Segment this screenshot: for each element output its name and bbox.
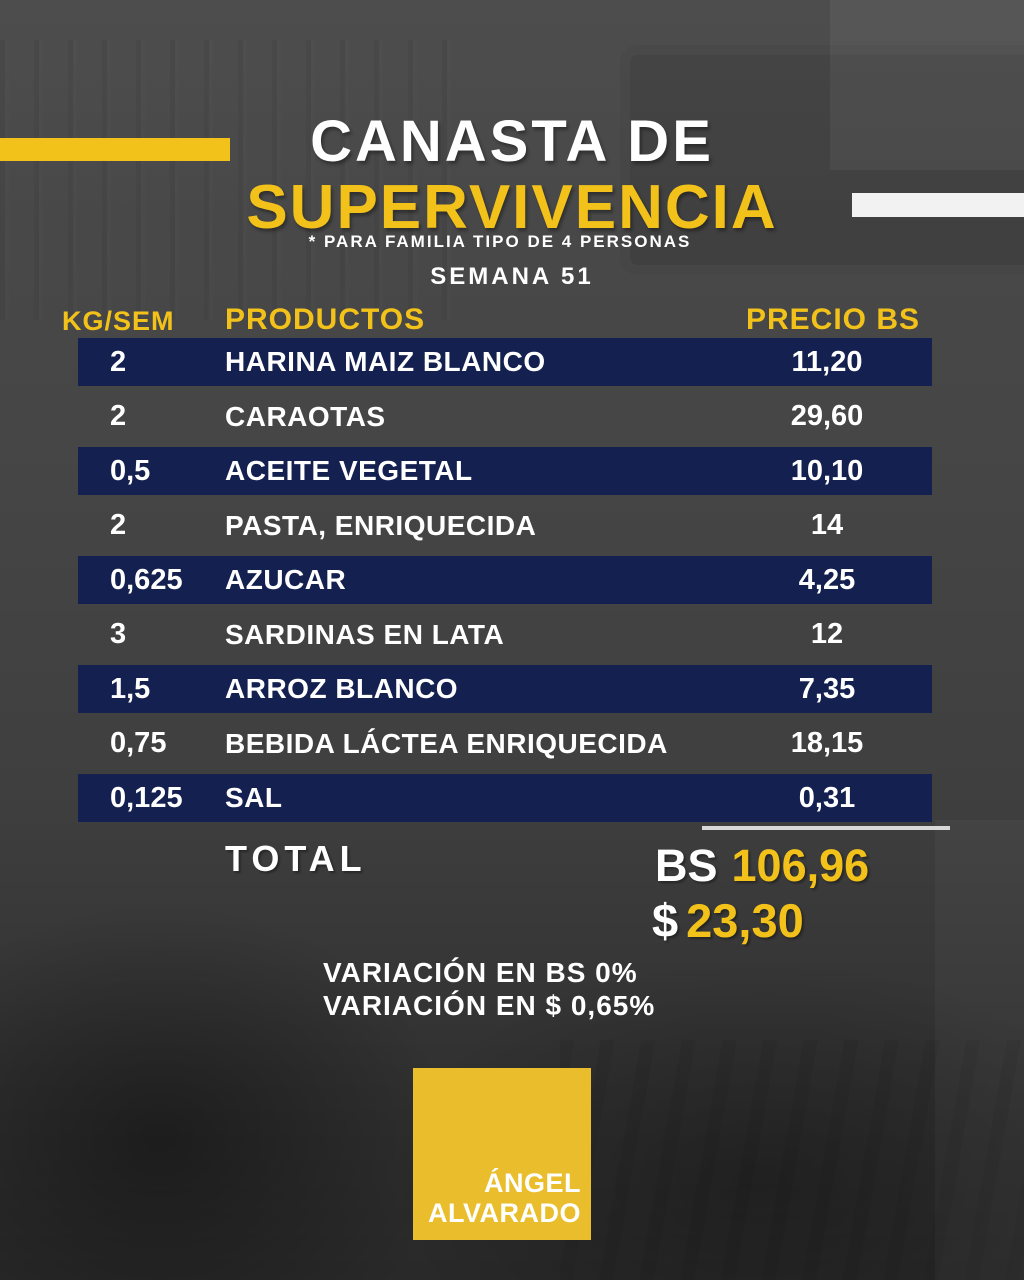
table-row: 3 SARDINAS EN LATA 12 bbox=[78, 611, 932, 659]
cell-qty: 2 bbox=[110, 345, 127, 378]
week-label: SEMANA 51 bbox=[430, 263, 594, 290]
cell-product: CARAOTAS bbox=[225, 400, 386, 432]
total-usd: $23,30 bbox=[652, 893, 804, 948]
cell-product: ARROZ BLANCO bbox=[225, 673, 459, 704]
cell-price: 18,15 bbox=[790, 727, 864, 759]
cell-qty: 0,75 bbox=[110, 727, 167, 759]
cell-price: 12 bbox=[810, 618, 844, 650]
background-shelf-texture bbox=[560, 1040, 1024, 1280]
table-row: 2 HARINA MAIZ BLANCO 11,20 bbox=[78, 338, 932, 386]
price-underline bbox=[702, 826, 950, 830]
cell-product: AZUCAR bbox=[225, 564, 347, 595]
column-header-price: PRECIO BS bbox=[745, 303, 921, 336]
column-header-qty: KG/SEM bbox=[62, 306, 175, 336]
cell-price: 7,35 bbox=[798, 672, 856, 705]
cell-price: 11,20 bbox=[791, 345, 863, 378]
page-title-line2: SUPERVIVENCIA bbox=[246, 173, 778, 242]
cell-price: 10,10 bbox=[790, 454, 864, 487]
total-label: TOTAL bbox=[225, 838, 367, 879]
cell-qty: 3 bbox=[110, 618, 127, 650]
cell-price: 0,31 bbox=[798, 781, 856, 814]
cell-qty: 1,5 bbox=[110, 672, 151, 705]
cell-qty: 0,125 bbox=[110, 781, 183, 814]
cell-product: HARINA MAIZ BLANCO bbox=[225, 346, 546, 377]
variation-usd: VARIACIÓN EN $ 0,65% bbox=[323, 990, 656, 1021]
cell-product: ACEITE VEGETAL bbox=[225, 455, 473, 486]
total-bs-prefix: BS bbox=[655, 840, 718, 891]
cell-price: 14 bbox=[810, 509, 844, 541]
background-right-column bbox=[935, 820, 1024, 1280]
page-title-line1: CANASTA DE bbox=[310, 109, 714, 174]
background-appliance-shape bbox=[620, 45, 1024, 275]
total-usd-value: 23,30 bbox=[686, 894, 804, 947]
cell-product: PASTA, ENRIQUECIDA bbox=[225, 509, 537, 541]
accent-bar-left bbox=[0, 138, 230, 161]
table-row: 0,125 SAL 0,31 bbox=[78, 774, 932, 822]
cell-qty: 2 bbox=[110, 509, 127, 541]
table-row: 2 CARAOTAS 29,60 bbox=[78, 393, 932, 441]
cell-qty: 0,5 bbox=[110, 454, 151, 487]
cell-product: SAL bbox=[225, 782, 283, 813]
cell-qty: 0,625 bbox=[110, 563, 183, 596]
cell-product: BEBIDA LÁCTEA ENRIQUECIDA bbox=[225, 727, 668, 759]
table-row: 0,5 ACEITE VEGETAL 10,10 bbox=[78, 447, 932, 495]
cell-qty: 2 bbox=[110, 400, 127, 432]
cell-product: SARDINAS EN LATA bbox=[225, 618, 505, 650]
logo-name-line1: ÁNGEL bbox=[484, 1167, 581, 1198]
total-usd-prefix: $ bbox=[652, 894, 679, 947]
table-row: 1,5 ARROZ BLANCO 7,35 bbox=[78, 665, 932, 713]
table-row: 2 PASTA, ENRIQUECIDA 14 bbox=[78, 502, 932, 550]
column-header-product: PRODUCTOS bbox=[225, 303, 426, 336]
table-row: 0,75 BEBIDA LÁCTEA ENRIQUECIDA 18,15 bbox=[78, 720, 932, 768]
cell-price: 4,25 bbox=[798, 563, 856, 596]
table-row: 0,625 AZUCAR 4,25 bbox=[78, 556, 932, 604]
cell-price: 29,60 bbox=[790, 400, 864, 432]
background-texture bbox=[0, 40, 460, 320]
author-logo: ÁNGEL ALVARADO bbox=[413, 1068, 591, 1240]
background-highlight bbox=[830, 0, 1024, 170]
total-bs: BS 106,96 bbox=[655, 840, 869, 892]
page-subtitle: * PARA FAMILIA TIPO DE 4 PERSONAS bbox=[308, 232, 692, 251]
product-table-body: 2 HARINA MAIZ BLANCO 11,20 2 CARAOTAS 29,60 0,… bbox=[78, 338, 932, 829]
variation-bs: VARIACIÓN EN BS 0% bbox=[323, 957, 638, 988]
logo-name-line2: ALVARADO bbox=[428, 1197, 581, 1228]
total-bs-value: 106,96 bbox=[731, 840, 870, 891]
accent-bar-right bbox=[852, 193, 1024, 217]
